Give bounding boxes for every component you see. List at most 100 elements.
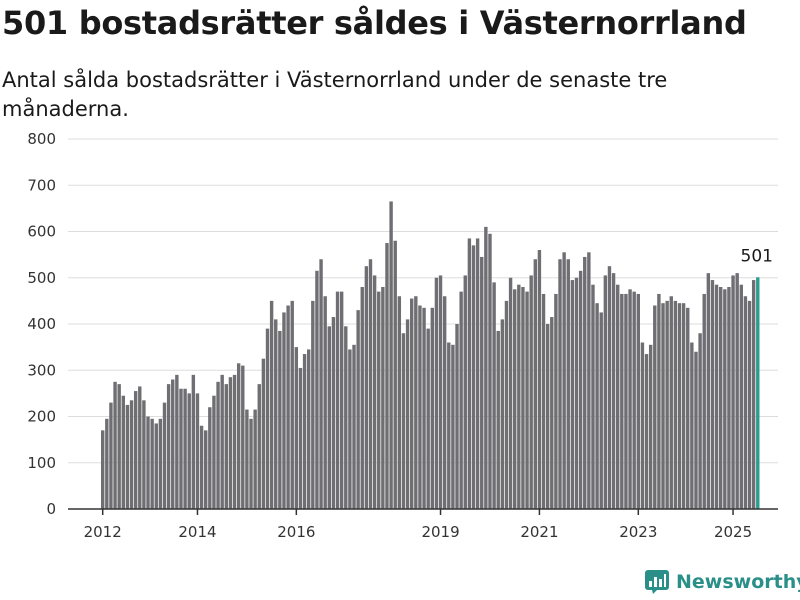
bar bbox=[616, 284, 620, 509]
bar bbox=[307, 349, 311, 509]
bar bbox=[208, 407, 212, 509]
bar-latest bbox=[756, 277, 760, 509]
bar bbox=[661, 303, 665, 509]
bar bbox=[484, 226, 488, 509]
bar bbox=[401, 333, 406, 509]
bar bbox=[500, 319, 505, 509]
y-tick-label: 100 bbox=[27, 454, 56, 472]
bar bbox=[545, 324, 550, 509]
chart-title: 501 bostadsrätter såldes i Västernorrlan… bbox=[2, 4, 747, 42]
bar bbox=[455, 324, 459, 509]
y-tick-label: 700 bbox=[27, 176, 56, 194]
bar bbox=[232, 374, 237, 509]
brand-logo: Newsworthy bbox=[644, 569, 800, 595]
bar bbox=[236, 363, 241, 509]
bar bbox=[599, 312, 603, 509]
bar bbox=[352, 344, 356, 509]
bar bbox=[488, 233, 492, 509]
bar bbox=[183, 388, 187, 509]
bar bbox=[644, 354, 649, 509]
bar bbox=[451, 344, 455, 509]
y-tick-label: 300 bbox=[27, 361, 56, 379]
bar bbox=[414, 296, 418, 509]
bar bbox=[121, 395, 125, 509]
bar bbox=[327, 326, 331, 509]
bar bbox=[269, 300, 274, 509]
bar bbox=[245, 409, 249, 509]
y-tick-label: 800 bbox=[27, 130, 56, 148]
bar bbox=[166, 384, 171, 509]
bar bbox=[175, 374, 179, 509]
bar bbox=[434, 277, 439, 509]
bar bbox=[105, 418, 109, 509]
bar bbox=[710, 280, 715, 509]
bar bbox=[220, 374, 224, 509]
bar bbox=[751, 280, 756, 509]
bar bbox=[723, 289, 727, 509]
bar bbox=[216, 381, 220, 509]
bar bbox=[533, 259, 537, 509]
bar bbox=[142, 400, 146, 509]
bar bbox=[628, 289, 632, 509]
bar bbox=[381, 287, 385, 509]
bar bbox=[311, 300, 315, 509]
bar bbox=[603, 275, 608, 509]
bar bbox=[702, 293, 706, 509]
bar bbox=[739, 284, 743, 509]
bar bbox=[162, 402, 167, 509]
x-tick-label: 2016 bbox=[277, 523, 315, 541]
bar bbox=[467, 238, 472, 509]
bar bbox=[282, 312, 286, 509]
bar bbox=[442, 296, 447, 509]
bar bbox=[529, 275, 533, 509]
newsworthy-logo-icon bbox=[645, 570, 669, 594]
bar bbox=[714, 284, 719, 509]
bar bbox=[591, 284, 595, 509]
bar bbox=[393, 240, 397, 509]
bar bbox=[298, 367, 303, 509]
bar bbox=[554, 293, 558, 509]
bar bbox=[492, 282, 496, 509]
bar bbox=[648, 344, 653, 509]
bar bbox=[397, 296, 402, 509]
bar bbox=[620, 293, 624, 509]
bar bbox=[138, 386, 142, 509]
bar bbox=[117, 384, 121, 509]
bar bbox=[463, 275, 467, 509]
bar bbox=[286, 305, 290, 509]
bar bbox=[150, 418, 154, 509]
x-axis-ticks: 2012 2014 2016 2019 2021 2023 2025 bbox=[84, 509, 752, 541]
bars bbox=[101, 201, 760, 509]
bar bbox=[731, 275, 735, 509]
bar bbox=[636, 293, 640, 509]
y-tick-label: 600 bbox=[27, 223, 56, 241]
bar bbox=[410, 298, 414, 509]
bar bbox=[681, 303, 686, 509]
bar bbox=[348, 349, 352, 509]
bar bbox=[673, 300, 678, 509]
bar bbox=[129, 400, 134, 509]
bar bbox=[377, 291, 381, 509]
bar bbox=[513, 289, 517, 509]
bar bbox=[525, 291, 529, 509]
bar bbox=[727, 287, 731, 509]
bar bbox=[204, 430, 208, 509]
bar bbox=[154, 423, 158, 509]
bar bbox=[339, 291, 344, 509]
bar bbox=[690, 342, 694, 509]
bar bbox=[574, 277, 579, 509]
bar bbox=[331, 317, 336, 509]
x-tick-label: 2021 bbox=[520, 523, 558, 541]
bar bbox=[422, 307, 426, 509]
bar bbox=[133, 391, 138, 509]
bar bbox=[550, 317, 554, 509]
bar bbox=[199, 425, 204, 509]
bar bbox=[447, 342, 451, 509]
bar bbox=[632, 291, 636, 509]
bar bbox=[438, 275, 443, 509]
bar bbox=[195, 393, 200, 509]
bar bbox=[583, 256, 587, 509]
bar bbox=[360, 287, 364, 509]
bar bbox=[624, 293, 628, 509]
bar bbox=[212, 395, 216, 509]
